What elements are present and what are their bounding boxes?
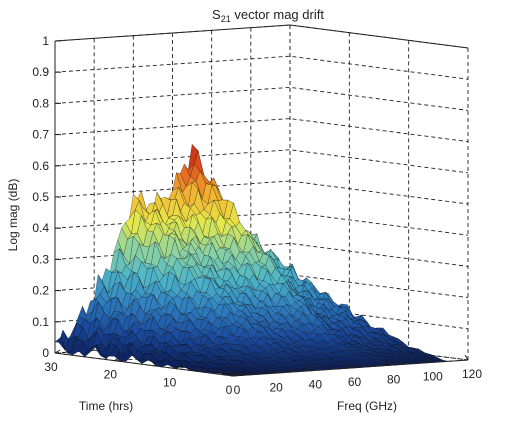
freq-tick-label: 80 [387,372,401,386]
freq-tick-mark [347,362,351,369]
box-top-edge [54,24,469,49]
time-tick-mark [173,364,179,369]
grid-line-z [54,211,469,236]
time-tick-mark [232,372,239,377]
z-tick-label: 0.6 [32,159,49,173]
surface-cell [137,359,149,364]
z-tick-label: 1 [42,34,49,48]
freq-tick-mark [268,368,273,374]
z-tick-label: 0.4 [32,221,49,235]
freq-tick-mark [307,365,312,371]
freq-tick-label: 60 [348,375,362,389]
z-axis-ticks: 0 0.1 0.2 0.3 0.4 0.5 0.6 0.7 0.8 0.9 1 [32,34,61,360]
time-axis-line [54,352,234,377]
z-tick-label: 0.5 [32,190,49,204]
freq-tick-mark [386,360,391,366]
time-tick-label: 0 [226,383,233,397]
time-tick-label: 10 [163,375,177,389]
z-tick-label: 0.2 [32,284,49,298]
freq-tick-mark [464,354,469,361]
z-tick-label: 0.8 [32,96,49,110]
freq-tick-label: 20 [269,380,283,394]
z-axis-label: Log mag (dB) [6,179,20,252]
grid-line-z [54,118,469,143]
time-axis-ticks: 30 20 10 0 [44,349,239,397]
z-tick-label: 0 [42,346,49,360]
grid-line-z [54,86,469,111]
time-tick-label: 20 [104,368,118,382]
chart-title: S21 vector mag drift [212,7,324,24]
grid-line-z [54,149,469,174]
grid-line-z [54,180,469,205]
freq-tick-mark [425,357,430,363]
z-tick-label: 0.7 [32,128,49,142]
time-tick-mark [54,349,61,354]
freq-tick-mark [229,370,234,377]
surface-mesh [54,143,449,377]
freq-tick-label: 100 [423,370,443,384]
z-tick-label: 0.3 [32,252,49,266]
time-axis-label: Time (hrs) [79,399,133,413]
z-tick-label: 0.9 [32,65,49,79]
freq-axis-ticks: 0 20 40 60 80 100 120 [229,354,482,397]
freq-axis-label: Freq (GHz) [337,399,397,413]
grid-line-z [54,55,469,80]
freq-tick-label: 0 [234,383,241,397]
time-tick-label: 30 [44,360,58,374]
time-tick-mark [114,357,120,362]
freq-tick-label: 40 [309,378,323,392]
freq-tick-label: 120 [462,367,482,381]
z-tick-label: 0.1 [32,315,49,329]
